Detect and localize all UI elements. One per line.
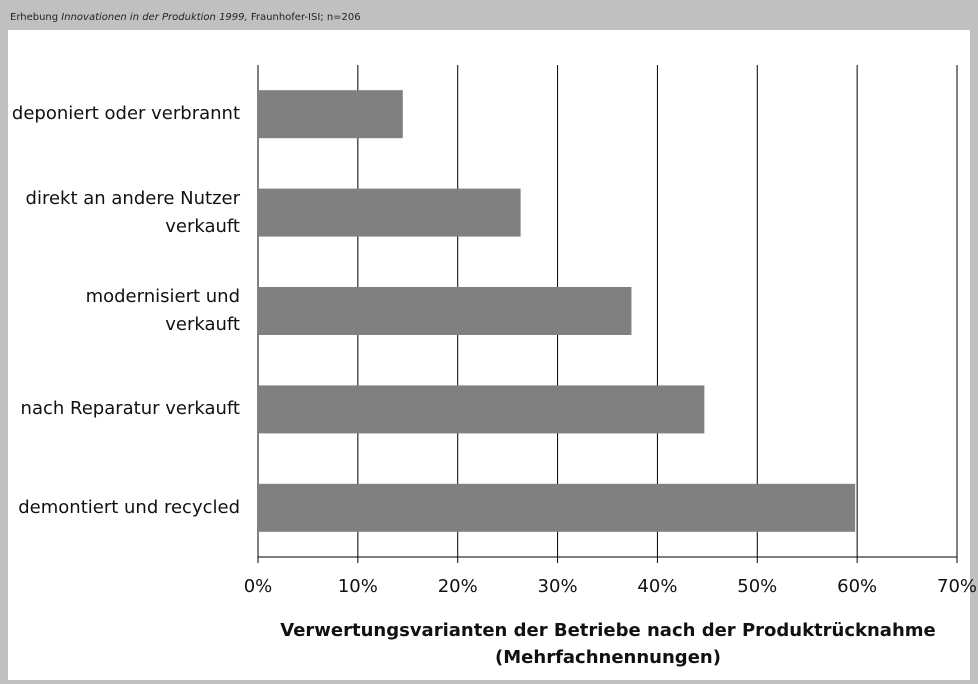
x-tick-label: 60% — [837, 576, 878, 597]
x-tick-label: 20% — [437, 576, 478, 597]
bar — [258, 483, 856, 532]
source-prefix: Erhebung — [10, 12, 62, 23]
source-note: Erhebung Innovationen in der Produktion … — [10, 12, 361, 23]
bar — [258, 385, 705, 434]
bar — [258, 90, 403, 139]
x-tick-label: 70% — [936, 576, 978, 597]
plot-panel — [8, 30, 970, 680]
source-suffix: Fraunhofer-ISI; n=206 — [247, 12, 361, 23]
y-tick-label: deponiert oder verbrannt — [11, 103, 240, 125]
x-tick-label: 30% — [537, 576, 578, 597]
x-tick-label: 50% — [737, 576, 778, 597]
source-italic: Innovationen in der Produktion 1999, — [61, 12, 248, 23]
y-tick-label: nach Reparatur verkauft — [20, 398, 240, 420]
x-tick-label: 10% — [337, 576, 378, 597]
bar — [258, 287, 632, 335]
y-tick-label: modernisiert und verkauft — [85, 286, 240, 335]
x-axis-title: Verwertungsvarianten der Betriebe nach d… — [280, 620, 936, 668]
x-tick-label: 40% — [637, 576, 678, 597]
x-tick-label: 0% — [243, 576, 273, 597]
y-tick-label: demontiert und recycled — [18, 496, 240, 518]
bar — [258, 188, 521, 237]
y-tick-label: direkt an andere Nutzer verkauft — [25, 187, 240, 237]
